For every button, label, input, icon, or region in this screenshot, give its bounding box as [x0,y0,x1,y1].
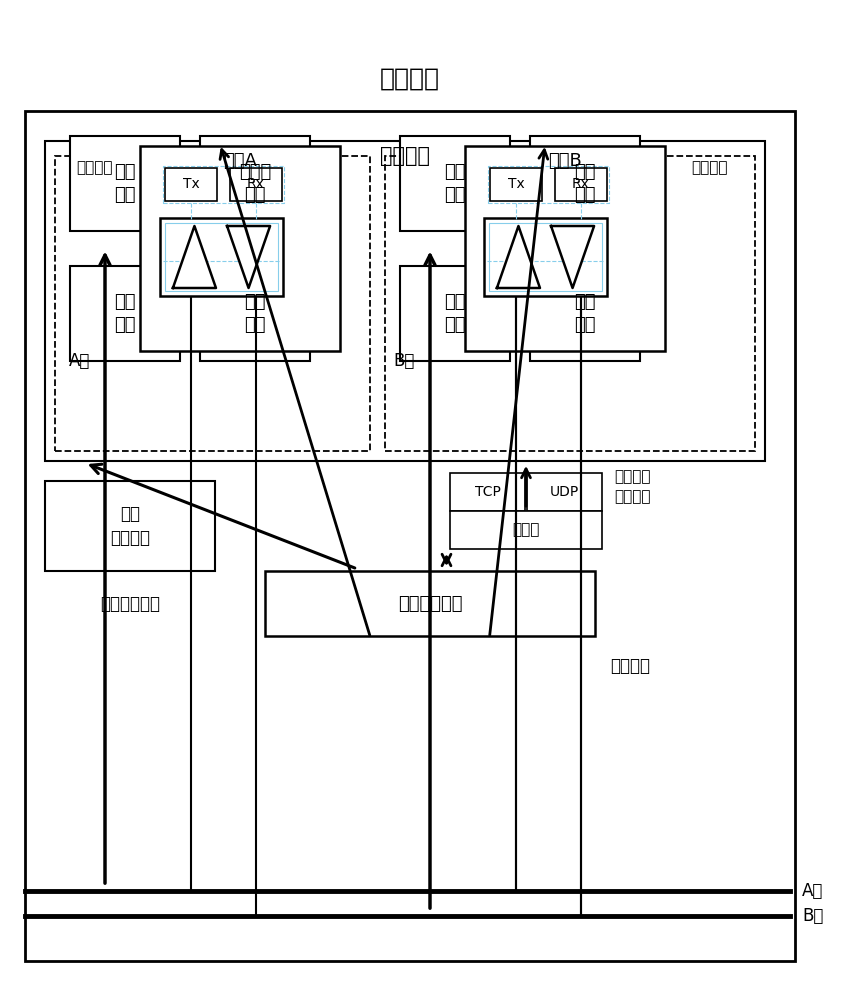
Bar [489,223,602,291]
Text: 端口B: 端口B [548,152,582,170]
Polygon shape [551,226,594,288]
Text: 集中保护: 集中保护 [380,67,440,91]
Text: B网: B网 [802,907,823,925]
Text: UDP: UDP [550,485,579,499]
Text: 定值
召唤: 定值 召唤 [574,292,595,334]
Text: 保护功能: 保护功能 [77,161,114,175]
Text: 报文
制造: 报文 制造 [244,292,266,334]
Text: Tx: Tx [508,177,525,191]
Bar [530,266,640,361]
Bar [465,146,665,351]
Text: 冗余报文处理: 冗余报文处理 [100,595,160,612]
Text: Rx: Rx [572,177,590,191]
Text: 链路冗余实体: 链路冗余实体 [398,595,463,612]
Text: 平台管理: 平台管理 [692,161,728,175]
Bar [165,223,278,291]
Bar [450,473,525,511]
Text: 报文过滤: 报文过滤 [610,657,650,675]
Bar [70,136,180,231]
Bar [200,266,310,361]
Bar [400,136,510,231]
Text: Tx: Tx [182,177,199,191]
Text: 文件
管理: 文件 管理 [574,163,595,204]
Bar [140,146,340,351]
Text: B帧: B帧 [394,352,415,370]
Bar [490,168,542,201]
Polygon shape [497,226,540,288]
Text: 监测
节点列表: 监测 节点列表 [110,505,150,547]
Text: 功能应用: 功能应用 [380,146,430,166]
Text: 报文解析
报文编码: 报文解析 报文编码 [614,470,650,504]
Bar [385,156,755,451]
Bar [55,156,370,451]
Text: 功能
下装: 功能 下装 [444,163,466,204]
Text: 人机
交互: 人机 交互 [444,292,466,334]
Polygon shape [173,226,216,288]
Bar [45,481,215,571]
Bar [527,473,602,511]
Bar [450,511,602,549]
Bar [486,220,605,294]
Text: 保护
判定: 保护 判定 [114,292,135,334]
Text: A帧: A帧 [69,352,90,370]
Text: Rx: Rx [247,177,265,191]
Bar [160,218,283,296]
Bar [200,136,310,231]
Text: A网: A网 [802,882,823,900]
Text: 端口A: 端口A [223,152,257,170]
Bar [555,168,607,201]
Bar [165,168,217,201]
Bar [230,168,282,201]
Bar [530,136,640,231]
Text: 网络层: 网络层 [512,522,540,537]
Polygon shape [227,226,270,288]
Text: 保护
整定: 保护 整定 [114,163,135,204]
Bar [162,220,281,294]
Bar [45,141,765,461]
Text: 采样值
接收: 采样值 接收 [239,163,271,204]
Bar [25,111,795,961]
Bar [70,266,180,361]
Text: TCP: TCP [474,485,500,499]
Bar [484,218,607,296]
Bar [400,266,510,361]
Bar [265,571,595,636]
